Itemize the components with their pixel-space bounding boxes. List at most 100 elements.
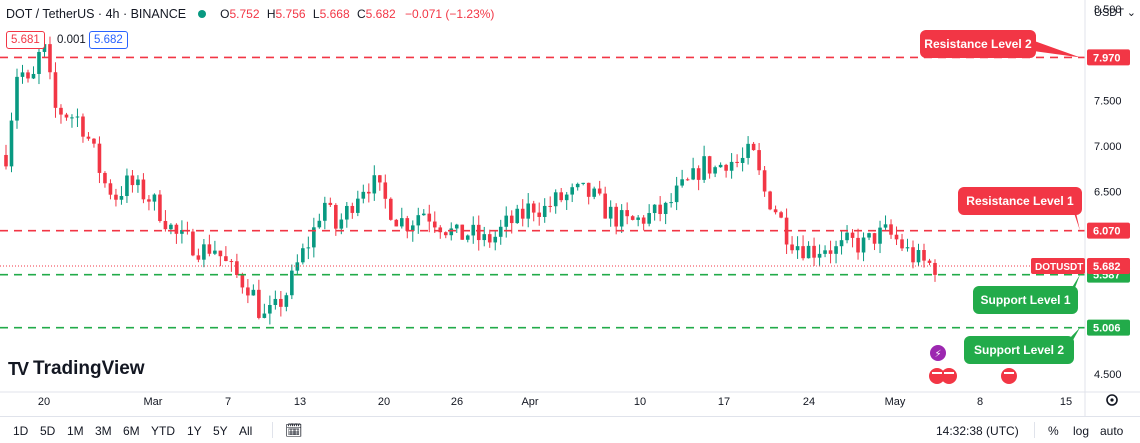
percent-toggle[interactable]: % <box>1048 424 1059 438</box>
timeframe-5d[interactable]: 5D <box>40 424 56 438</box>
candle-body <box>64 114 69 118</box>
candle-body <box>652 204 657 214</box>
timeframe-1m[interactable]: 1M <box>67 424 84 438</box>
candles <box>4 36 937 325</box>
candle-body <box>119 196 124 200</box>
svg-text:⚡: ⚡ <box>934 349 941 360</box>
candle-body <box>537 212 542 217</box>
candle-body <box>614 206 618 227</box>
candle-body <box>878 227 882 244</box>
candle-body <box>147 199 151 202</box>
candle-body <box>729 161 734 171</box>
timeframe-6m[interactable]: 6M <box>123 424 140 438</box>
candle-body <box>916 250 921 263</box>
candle-body <box>713 167 717 174</box>
x-tick-label: Mar <box>144 396 163 408</box>
close-value: 5.682 <box>365 7 396 21</box>
candle-body <box>180 230 184 234</box>
timeframe-ytd[interactable]: YTD <box>151 424 175 438</box>
price-chart[interactable]: 8.500 7.500 7.000 6.500 4.500 20 Mar 7 13 20 26 Ap… <box>0 0 1140 416</box>
gear-icon[interactable] <box>1106 394 1118 406</box>
level-resistance-tag-label: 7.970 <box>1093 52 1121 64</box>
symbol-title[interactable]: DOT / TetherUS · 4h · BINANCE <box>6 7 187 21</box>
candle-body <box>608 206 613 219</box>
timeframe-1y[interactable]: 1Y <box>187 424 202 438</box>
candle-body <box>746 143 750 158</box>
candle-body <box>158 194 162 221</box>
candle-body <box>59 107 63 115</box>
brand-name: TradingView <box>33 358 145 379</box>
candle-body <box>257 289 261 318</box>
candle-body <box>476 224 481 241</box>
candle-body <box>553 192 558 207</box>
last-price-tag-label: 5.682 <box>1093 261 1121 273</box>
candle-body <box>570 187 574 195</box>
candle-body <box>399 218 404 227</box>
callout-label: Resistance Level 1 <box>966 194 1074 208</box>
callout-label: Resistance Level 2 <box>924 37 1032 51</box>
timeframe-3m[interactable]: 3M <box>95 424 112 438</box>
lightning-event-icon[interactable] <box>930 345 946 361</box>
candle-body <box>31 73 36 79</box>
candle-body <box>70 117 74 119</box>
candle-body <box>509 215 514 224</box>
y-tick-label: 6.500 <box>1094 186 1122 198</box>
x-tick-label: 20 <box>378 396 390 408</box>
y-tick-label: 8.500 <box>1094 4 1122 16</box>
change-value: −0.071 (−1.23%) <box>405 7 495 21</box>
x-tick-label: 13 <box>294 396 306 408</box>
candle-body <box>438 227 443 233</box>
timeframe-all[interactable]: All <box>239 424 253 438</box>
callout-pointer <box>1072 195 1080 231</box>
us-flag-event-icon[interactable] <box>941 368 957 384</box>
candle-body <box>817 253 822 258</box>
candle-body <box>597 188 602 194</box>
callout-box <box>920 30 1036 58</box>
y-axis: 8.500 7.500 7.000 6.500 4.500 <box>1094 4 1122 381</box>
auto-toggle[interactable]: auto <box>1100 424 1124 438</box>
candle-body <box>630 216 635 220</box>
candle-body <box>779 212 783 218</box>
open-value: 5.752 <box>229 7 260 21</box>
candle-body <box>828 250 833 254</box>
candle-body <box>702 156 706 180</box>
candle-body <box>449 228 454 236</box>
candle-body <box>911 247 915 263</box>
us-flag-event-icon[interactable] <box>1001 368 1017 384</box>
candle-body <box>905 247 910 249</box>
ask-price[interactable]: 5.682 <box>89 31 128 49</box>
candle-body <box>691 168 695 180</box>
event-icons: ⚡ <box>929 345 1017 384</box>
timeframe-1d[interactable]: 1D <box>13 424 29 438</box>
timeframe-5y[interactable]: 5Y <box>213 424 228 438</box>
log-toggle[interactable]: log <box>1073 424 1090 438</box>
last-price-tag <box>1087 258 1130 275</box>
x-tick-label: Apr <box>521 396 538 408</box>
candle-body <box>9 120 14 167</box>
candle-body <box>839 240 844 247</box>
candle-body <box>306 247 311 249</box>
candle-body <box>856 237 860 253</box>
calendar-range-icon[interactable]: 🗓 <box>285 422 303 438</box>
candle-body <box>740 157 745 163</box>
candle-body <box>268 304 272 314</box>
candle-body <box>559 192 564 201</box>
level-resistance-tag <box>1087 222 1130 239</box>
candle-body <box>312 227 316 248</box>
candle-body <box>933 262 937 275</box>
candle-body <box>301 248 305 263</box>
candle-body <box>680 179 684 186</box>
candle-body <box>136 179 140 186</box>
candle-body <box>130 175 135 186</box>
candle-body <box>207 244 212 254</box>
utc-clock[interactable]: 14:32:38 (UTC) <box>936 424 1019 438</box>
candle-body <box>273 298 278 305</box>
tradingview-logo-icon: TV <box>8 358 29 379</box>
bid-price[interactable]: 5.681 <box>6 31 45 49</box>
level-resistance-tag-label: 6.070 <box>1093 226 1121 238</box>
currency-selector[interactable]: USDT ⌄ <box>1094 7 1137 19</box>
candle-body <box>867 233 871 238</box>
tradingview-logo[interactable]: TV TradingView <box>8 358 145 380</box>
candle-body <box>416 215 421 226</box>
candle-body <box>504 215 509 227</box>
